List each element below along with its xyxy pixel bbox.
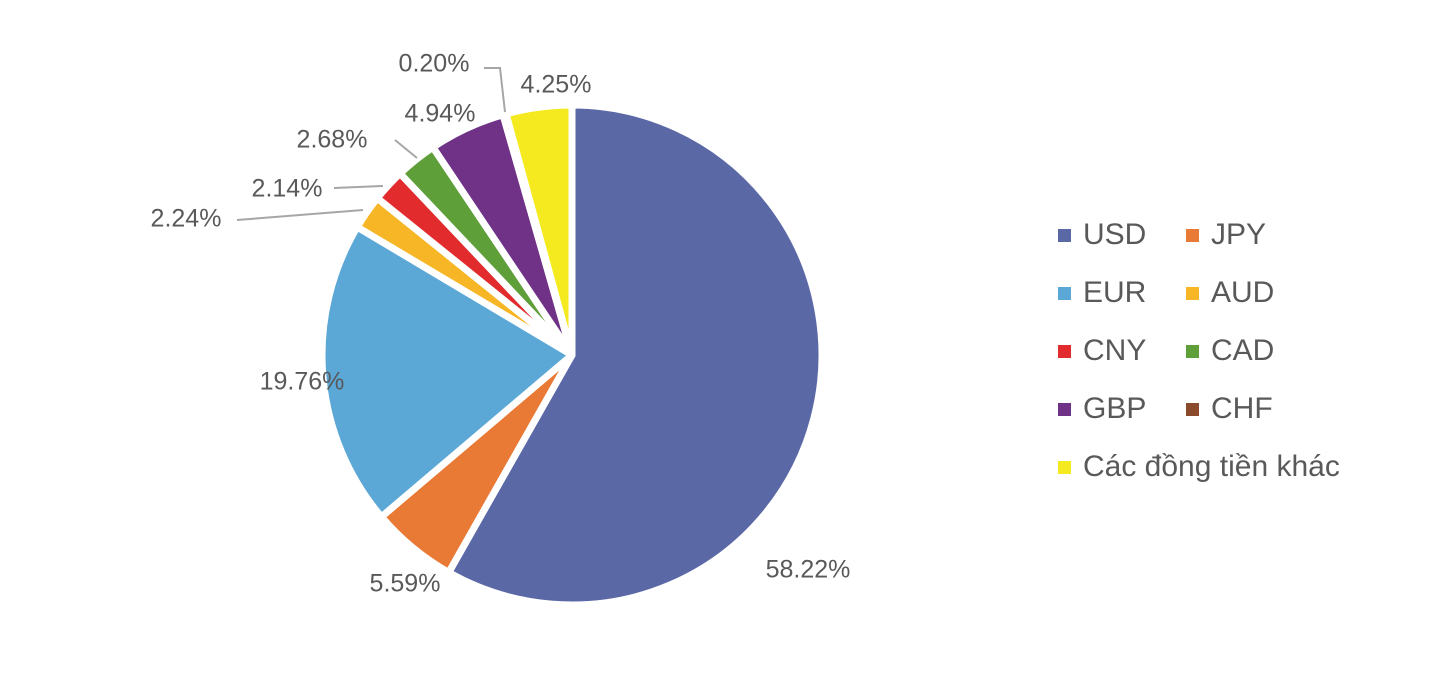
legend-label-gbp: GBP (1083, 392, 1147, 425)
legend-label-aud: AUD (1211, 276, 1275, 309)
legend-swatch-cad (1186, 344, 1199, 358)
legend-item-jpy: JPY (1186, 218, 1266, 252)
data-label-other: 4.25% (521, 71, 592, 99)
data-label-cad: 2.68% (297, 126, 368, 154)
legend-item-cad: CAD (1186, 334, 1274, 368)
legend-label-usd: USD (1083, 218, 1147, 251)
data-label-eur: 19.76% (260, 368, 345, 396)
legend-item-chf: CHF (1186, 392, 1273, 426)
leader-line-chf (484, 67, 506, 113)
data-label-aud: 2.24% (151, 205, 222, 233)
legend-swatch-eur (1058, 286, 1071, 300)
legend-swatch-usd (1058, 228, 1071, 242)
legend-swatch-aud (1186, 286, 1199, 300)
legend-label-cad: CAD (1211, 334, 1275, 367)
legend-swatch-cny (1058, 344, 1071, 358)
leader-line-cad (394, 139, 418, 159)
legend-swatch-chf (1186, 402, 1199, 416)
legend-item-cny: CNY (1058, 334, 1146, 368)
legend-label-jpy: JPY (1211, 218, 1267, 251)
data-label-chf: 0.20% (399, 50, 470, 78)
legend-swatch-jpy (1186, 228, 1199, 242)
legend-item-usd: USD (1058, 218, 1146, 252)
legend-item-gbp: GBP (1058, 392, 1146, 426)
legend-label-eur: EUR (1083, 276, 1147, 309)
pie-slice-other (502, 101, 576, 359)
pie-slice-eur (318, 223, 576, 521)
pie-slice-usd (445, 101, 826, 609)
data-label-usd: 58.22% (766, 556, 851, 584)
legend-swatch-gbp (1058, 402, 1071, 416)
legend-label-cny: CNY (1083, 334, 1147, 367)
data-label-gbp: 4.94% (405, 100, 476, 128)
legend-item-eur: EUR (1058, 276, 1146, 310)
legend-swatch-other (1058, 460, 1071, 474)
data-label-jpy: 5.59% (370, 570, 441, 598)
legend-item-other: Các đồng tiền khác (1058, 450, 1340, 484)
legend-label-chf: CHF (1211, 392, 1273, 425)
legend-item-aud: AUD (1186, 276, 1274, 310)
leader-line-aud (236, 209, 364, 221)
legend-label-other: Các đồng tiền khác (1083, 450, 1340, 483)
chart-legend: USD JPY EUR AUD CNY CAD GBP CHF (1058, 218, 1418, 508)
data-label-cny: 2.14% (252, 175, 323, 203)
leader-line-cny (333, 185, 384, 189)
